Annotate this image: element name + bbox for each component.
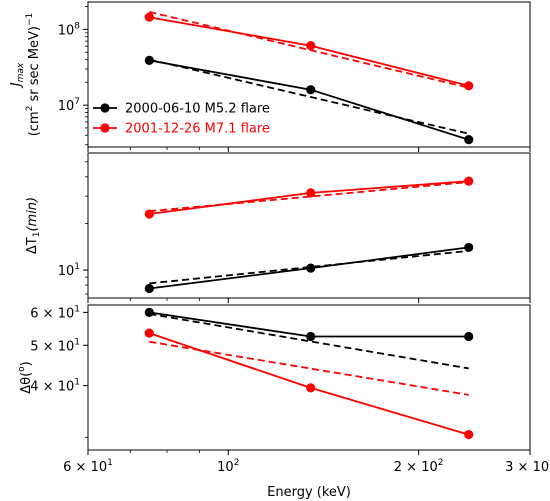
x-tick-label: 6 × 101 <box>63 458 113 475</box>
data-point <box>144 283 154 294</box>
y-axis-label: ΔT1(min) <box>25 197 42 254</box>
data-point <box>144 307 154 317</box>
x-tick-label: 2 × 102 <box>394 458 444 475</box>
panel-2: 101 ΔT1(min) <box>25 152 531 303</box>
x-axis-label: Energy (keV) <box>267 485 351 500</box>
y-tick-label: 101 <box>58 262 80 279</box>
y-tick-label: 4 × 101 <box>30 378 80 395</box>
y-axis-units: (cm2 sr sec MeV)−1 <box>25 13 42 137</box>
axes-frame <box>87 304 531 451</box>
fit-line <box>149 313 469 370</box>
data-point <box>464 242 474 253</box>
series-line <box>149 180 469 215</box>
plot-area <box>149 180 469 290</box>
panel-1: 107 108 Jmax(cm2 sr sec MeV)−1 2000-06-10 M… <box>9 1 531 152</box>
data-point <box>464 429 474 440</box>
panel-3: 4 × 101 5 × 101 6 × 101 Δθ(o) 6 × 101 102 2 × … <box>17 304 550 500</box>
data-point <box>464 135 474 145</box>
y-axis-label: Jmax <box>9 62 26 89</box>
y-tick-label: 108 <box>58 21 81 38</box>
data-point <box>144 55 154 65</box>
data-point <box>464 81 474 91</box>
axes-frame <box>87 152 531 299</box>
x-tick-label: 3 × 102 <box>505 458 550 475</box>
y-tick-label: 6 × 101 <box>30 304 80 321</box>
data-point <box>464 176 474 186</box>
axes-frame <box>87 1 531 148</box>
legend-marker <box>100 123 110 133</box>
fit-line <box>149 340 469 396</box>
legend: 2000-06-10 M5.2 flare 2001-12-26 M7.1 fla… <box>93 102 270 137</box>
data-point <box>464 331 474 342</box>
legend-label: 2001-12-26 M7.1 flare <box>125 122 270 137</box>
y-tick-label: 5 × 101 <box>30 337 80 354</box>
data-point <box>306 383 316 393</box>
data-point <box>144 12 154 22</box>
data-point <box>306 41 316 51</box>
data-point <box>306 331 316 342</box>
data-point <box>144 209 154 219</box>
legend-marker <box>100 103 110 113</box>
x-tick-label: 102 <box>217 458 239 475</box>
y-axis-label: Δθ(o) <box>17 361 34 394</box>
y-tick-label: 107 <box>58 97 80 114</box>
data-point <box>144 328 154 338</box>
legend-label: 2000-06-10 M5.2 flare <box>125 102 270 117</box>
data-point <box>306 188 316 198</box>
plot-area <box>149 311 469 436</box>
data-point <box>306 85 316 95</box>
data-point <box>306 263 316 273</box>
